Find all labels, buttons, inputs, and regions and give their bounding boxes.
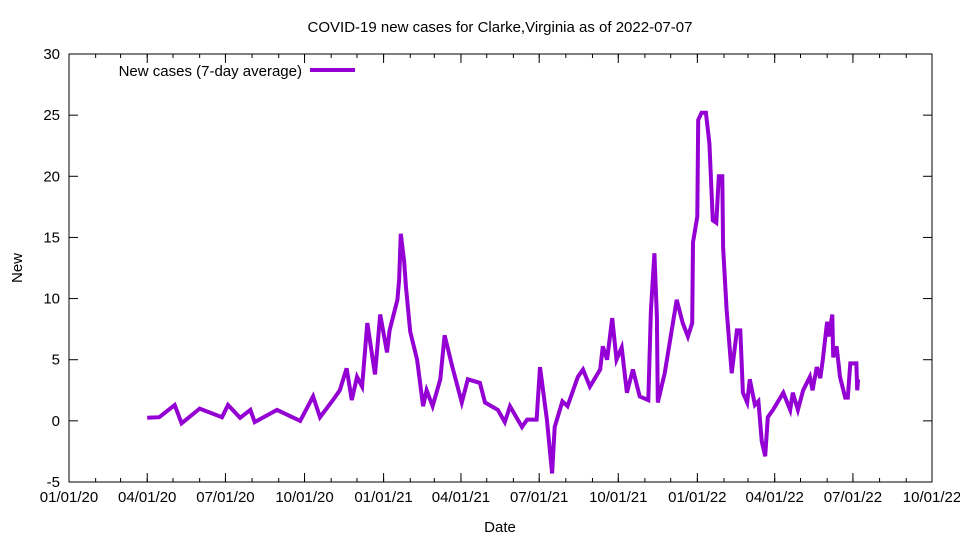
x-tick-label: 01/01/21 xyxy=(354,489,412,506)
legend-label: New cases (7-day average) xyxy=(119,63,302,80)
legend: New cases (7-day average) xyxy=(119,63,355,80)
x-axis-label: Date xyxy=(484,519,516,536)
y-tick-label: 25 xyxy=(43,107,60,124)
x-tick-label: 01/01/20 xyxy=(40,489,98,506)
y-tick-label: 20 xyxy=(43,168,60,185)
chart-title: COVID-19 new cases for Clarke,Virginia a… xyxy=(308,19,693,36)
x-tick-label: 10/01/21 xyxy=(589,489,647,506)
x-tick-label: 01/01/22 xyxy=(668,489,726,506)
x-tick-label: 07/01/20 xyxy=(196,489,254,506)
y-tick-label: 30 xyxy=(43,46,60,63)
x-tick-label: 07/01/22 xyxy=(824,489,882,506)
y-tick-label: -5 xyxy=(47,474,60,491)
x-tick-label: 04/01/20 xyxy=(118,489,176,506)
y-tick-label: 10 xyxy=(43,291,60,308)
axes: -5 0 5 10 15 20 25 30 01/01/20 04/01/20 07/01/20 10… xyxy=(40,46,960,506)
y-tick-label: 5 xyxy=(52,352,60,369)
series-line-new-cases xyxy=(147,110,861,474)
plot-border xyxy=(68,53,933,483)
y-tick-label: 0 xyxy=(52,413,60,430)
x-tick-label: 07/01/21 xyxy=(510,489,568,506)
x-tick-label: 04/01/21 xyxy=(432,489,490,506)
x-tick-label: 10/01/20 xyxy=(275,489,333,506)
y-axis-label: New xyxy=(9,253,26,283)
y-tick-label: 15 xyxy=(43,229,60,246)
x-tick-label: 10/01/22 xyxy=(903,489,960,506)
x-tick-label: 04/01/22 xyxy=(746,489,804,506)
